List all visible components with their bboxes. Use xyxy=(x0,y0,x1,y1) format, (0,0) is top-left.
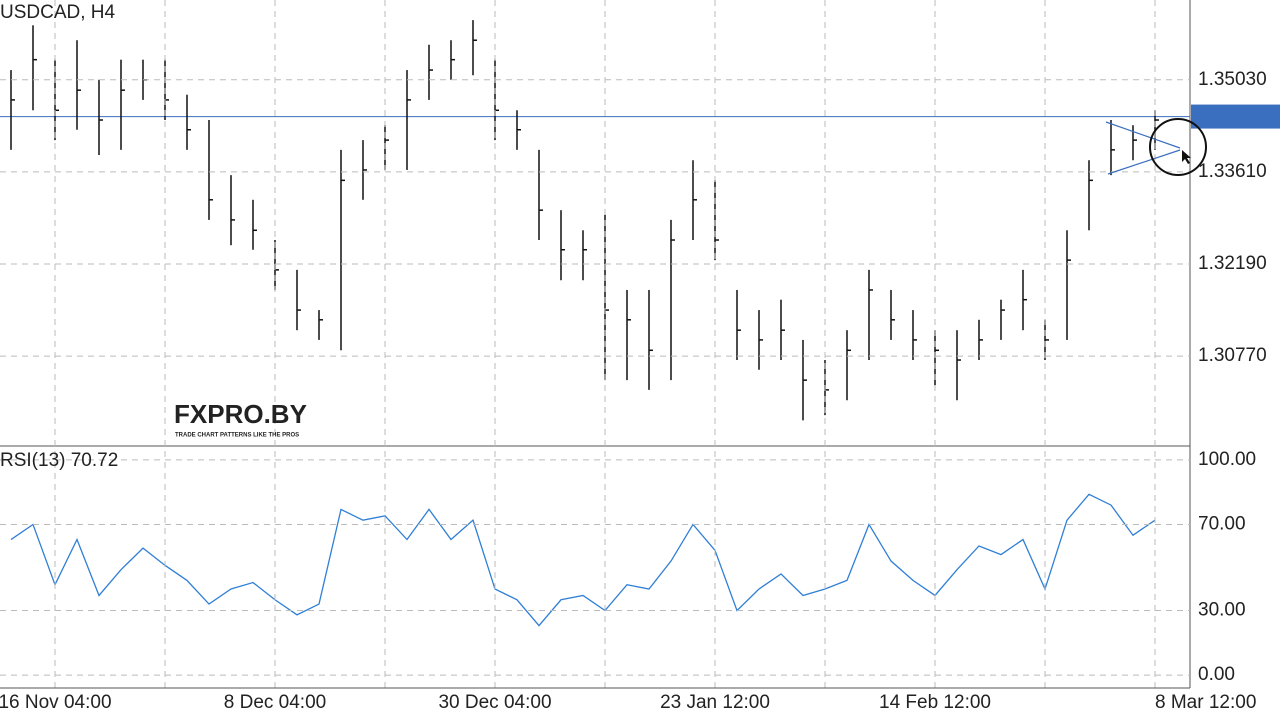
y-tick-label: 1.32190 xyxy=(1198,253,1267,274)
y-tick-label: 70.00 xyxy=(1198,513,1246,534)
x-tick-label: 8 Dec 04:00 xyxy=(224,692,326,713)
y-tick-label: 1.35030 xyxy=(1198,69,1267,90)
y-tick-label: 0.00 xyxy=(1198,664,1235,685)
x-tick-label: 14 Feb 12:00 xyxy=(879,692,991,713)
x-tick-label: 16 Nov 04:00 xyxy=(0,692,112,713)
trendline xyxy=(1105,121,1181,149)
x-tick-label: 23 Jan 12:00 xyxy=(660,692,770,713)
x-tick-label: 8 Mar 12:00 xyxy=(1155,692,1256,713)
cursor-circle xyxy=(1149,118,1207,176)
trend-drawing xyxy=(1105,121,1181,175)
price-label-bg xyxy=(1191,104,1280,129)
y-tick-label: 100.00 xyxy=(1198,449,1256,470)
watermark-title: FXPRO.BY xyxy=(174,399,307,429)
trendline xyxy=(1107,149,1181,175)
y-tick-label: 1.30770 xyxy=(1198,345,1267,366)
watermark: FXPRO.BY TRADE CHART PATTERNS LIKE THE P… xyxy=(174,399,307,439)
rsi-title: RSI(13) 70.72 xyxy=(0,450,118,471)
y-tick-label: 30.00 xyxy=(1198,600,1246,621)
rsi-line xyxy=(10,493,1156,627)
x-tick-label: 30 Dec 04:00 xyxy=(438,692,551,713)
cursor xyxy=(1182,150,1191,164)
chart-title: USDCAD, H4 xyxy=(0,2,116,23)
watermark-subtitle: TRADE CHART PATTERNS LIKE THE PROS xyxy=(175,433,299,439)
y-tick-label: 1.33610 xyxy=(1198,161,1267,182)
